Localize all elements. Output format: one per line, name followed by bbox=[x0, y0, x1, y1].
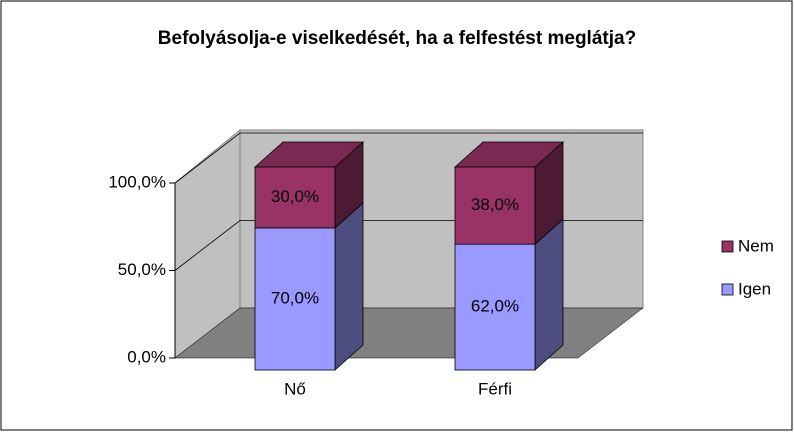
bar-front bbox=[254, 166, 336, 229]
y-tick-label: 0,0% bbox=[127, 347, 166, 366]
floor bbox=[174, 307, 644, 359]
x-tick-label: Férfi bbox=[478, 379, 512, 398]
data-label: 30,0% bbox=[271, 187, 319, 206]
y-tick-label: 100,0% bbox=[108, 172, 166, 191]
chart-title: Befolyásolja-e viselkedését, ha a felfes… bbox=[157, 28, 637, 49]
x-tick-label: Nő bbox=[284, 379, 306, 398]
bar-front bbox=[254, 227, 336, 371]
legend-label: Igen bbox=[738, 279, 771, 298]
data-label: 38,0% bbox=[471, 195, 519, 214]
legend-swatch bbox=[721, 283, 734, 296]
legend-label: Nem bbox=[738, 236, 774, 255]
legend-swatch bbox=[721, 240, 734, 253]
grid-line bbox=[174, 132, 643, 184]
data-label: 70,0% bbox=[271, 288, 319, 307]
bar-segment bbox=[453, 141, 565, 246]
data-label: 62,0% bbox=[471, 297, 519, 316]
bar-side bbox=[534, 218, 564, 371]
bar-front bbox=[454, 166, 536, 245]
bar-segment bbox=[253, 141, 365, 229]
bar-side bbox=[334, 202, 364, 371]
y-tick-label: 50,0% bbox=[118, 260, 166, 279]
title-box: Befolyásolja-e viselkedését, ha a felfes… bbox=[0, 22, 794, 56]
